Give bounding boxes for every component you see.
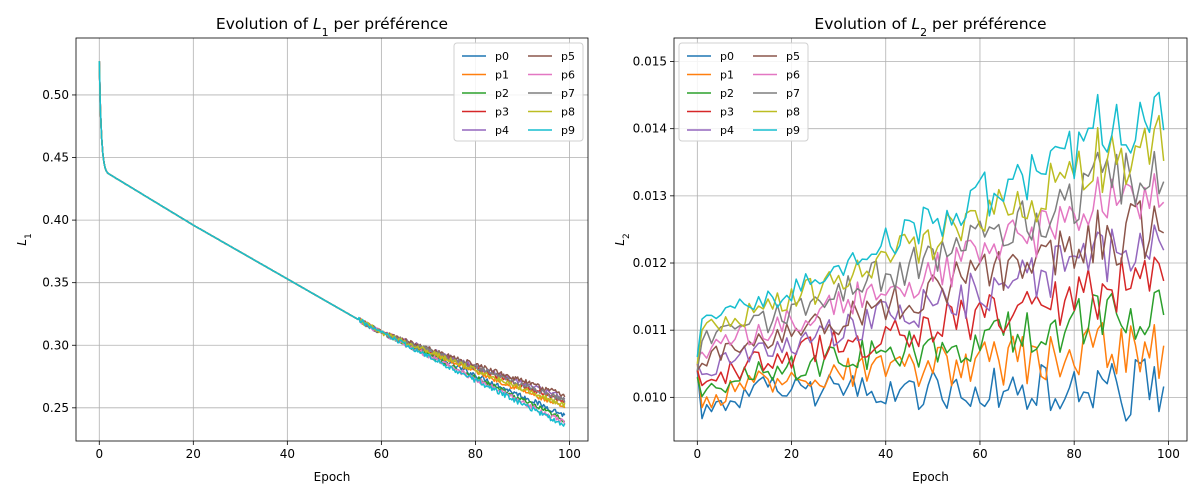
title-part: per préférence: [927, 15, 1046, 33]
plot-frame: [75, 37, 589, 442]
y-tick-label: 0.010: [633, 390, 667, 404]
legend-label-p9: p9: [561, 124, 575, 137]
legend-label-p6: p6: [561, 69, 575, 82]
x-axis-label: Epoch: [314, 470, 351, 484]
legend-label-p0: p0: [495, 50, 509, 63]
legend-label-p8: p8: [786, 106, 800, 119]
y-tick-label: 0.40: [42, 213, 69, 227]
title-part: per préférence: [329, 15, 448, 33]
legend: p0 p1 p2 p3 p4 p5 p6 p7 p8 p9: [453, 42, 584, 142]
legend-label-p2: p2: [720, 87, 734, 100]
legend-label-p1: p1: [720, 69, 734, 82]
series-line-p6: [696, 173, 1165, 359]
legend-label-p5: p5: [561, 50, 575, 63]
legend-label-p7: p7: [786, 87, 800, 100]
x-tick-label: 0: [95, 447, 103, 461]
series-line-p1: [696, 322, 1165, 409]
legend-label-p2: p2: [495, 87, 509, 100]
series-line-p9: [696, 91, 1165, 358]
y-axis-label: L2: [613, 233, 632, 245]
title-part: Evolution of: [216, 15, 313, 33]
x-tick-label: 100: [1157, 447, 1180, 461]
y-tick-label: 0.30: [42, 338, 69, 352]
legend-label-p3: p3: [495, 106, 509, 119]
y-tick-label: 0.012: [633, 256, 667, 270]
x-axis-label: Epoch: [912, 470, 949, 484]
x-tick-label: 80: [468, 447, 483, 461]
y-axis-label: L1: [15, 233, 34, 245]
x-tick-label: 60: [374, 447, 389, 461]
x-tick-label: 40: [878, 447, 893, 461]
y-tick-label: 0.011: [633, 323, 667, 337]
y-axis-label-sub: 2: [622, 233, 632, 239]
legend-label-p8: p8: [561, 106, 575, 119]
series-line-p4: [696, 224, 1165, 377]
y-tick-label: 0.013: [633, 189, 667, 203]
y-tick-label: 0.45: [42, 151, 69, 165]
plot-frame: [673, 37, 1188, 442]
x-tick-label: 0: [693, 447, 701, 461]
y-axis-label-sub: 1: [24, 233, 34, 239]
series-group: [696, 91, 1165, 422]
y-tick-label: 0.014: [633, 122, 667, 136]
x-tick-label: 60: [972, 447, 987, 461]
legend: p0 p1 p2 p3 p4 p5 p6 p7 p8 p9: [678, 42, 809, 142]
legend-label-p6: p6: [786, 69, 800, 82]
title-part: Evolution of: [814, 15, 911, 33]
legend-box: [678, 42, 809, 142]
title-part: 2: [920, 26, 927, 39]
y-tick-label: 0.25: [42, 401, 69, 415]
legend-label-p0: p0: [720, 50, 734, 63]
x-tick-label: 100: [558, 447, 581, 461]
legend-label-p1: p1: [495, 69, 509, 82]
x-tick-label: 20: [186, 447, 201, 461]
series-line-p5: [696, 200, 1165, 371]
legend-label-p7: p7: [561, 87, 575, 100]
y-tick-label: 0.35: [42, 276, 69, 290]
title-part: L: [911, 15, 920, 33]
chart-title: Evolution of L2 per préférence: [814, 15, 1046, 39]
title-part: 1: [322, 26, 329, 39]
legend-label-p4: p4: [720, 124, 734, 137]
y-tick-label: 0.50: [42, 88, 69, 102]
x-tick-label: 80: [1067, 447, 1082, 461]
series-line-p3: [696, 256, 1165, 387]
x-tick-label: 20: [784, 447, 799, 461]
chart-title: Evolution of L1 per préférence: [216, 15, 448, 39]
y-axis-label-main: L: [15, 239, 29, 246]
legend-label-p3: p3: [720, 106, 734, 119]
y-tick-label: 0.015: [633, 55, 667, 69]
title-part: L: [313, 15, 322, 33]
legend-label-p5: p5: [786, 50, 800, 63]
legend-label-p9: p9: [786, 124, 800, 137]
series-line-p9: [98, 61, 566, 427]
series-line-p2: [696, 289, 1165, 398]
legend-box: [453, 42, 584, 142]
series-group: [98, 61, 566, 427]
legend-label-p4: p4: [495, 124, 509, 137]
x-tick-label: 40: [280, 447, 295, 461]
y-axis-label-main: L: [613, 239, 627, 246]
